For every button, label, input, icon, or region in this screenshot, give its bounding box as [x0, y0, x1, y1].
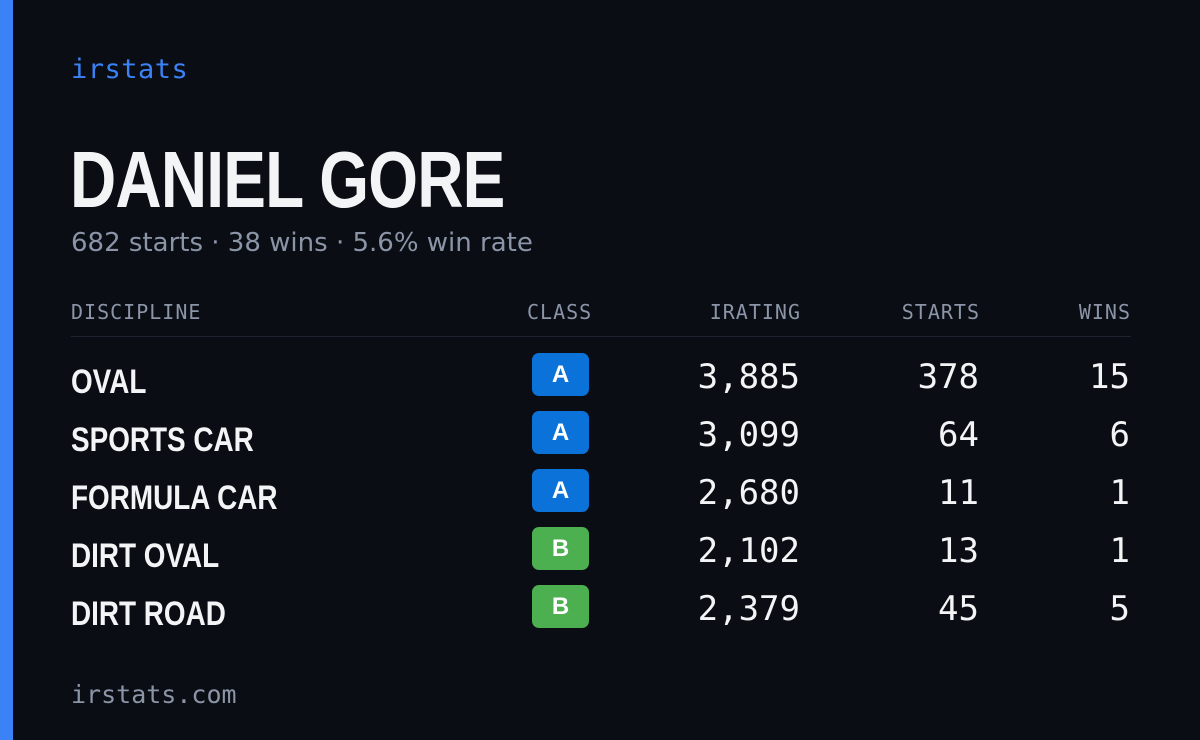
- table-row: DIRT ROAD B 2,379 45 5: [71, 585, 1131, 643]
- wins-cell: 1: [1109, 473, 1130, 513]
- starts-summary: 682 starts: [71, 228, 203, 258]
- wins-cell: 5: [1109, 589, 1130, 629]
- stats-table: DISCIPLINE CLASS IRATING STARTS WINS OVA…: [71, 296, 1131, 633]
- table-row: DIRT OVAL B 2,102 13 1: [71, 527, 1131, 585]
- class-badge: A: [532, 353, 589, 396]
- starts-cell: 45: [938, 589, 979, 629]
- wins-cell: 15: [1089, 357, 1130, 397]
- header-starts: STARTS: [901, 300, 980, 324]
- irating-cell: 2,379: [697, 589, 800, 629]
- header-class: CLASS: [527, 300, 593, 324]
- irating-cell: 2,680: [697, 473, 800, 513]
- driver-summary: 682 starts · 38 wins · 5.6% win rate: [71, 228, 533, 258]
- starts-cell: 378: [917, 357, 979, 397]
- wins-cell: 6: [1109, 415, 1130, 455]
- driver-name: DANIEL GORE: [70, 135, 505, 224]
- separator: ·: [211, 228, 220, 258]
- starts-cell: 13: [938, 531, 979, 571]
- discipline-cell: DIRT OVAL: [71, 537, 220, 575]
- accent-bar: [0, 0, 13, 740]
- discipline-cell: SPORTS CAR: [71, 421, 254, 459]
- table-body: OVAL A 3,885 378 15 SPORTS CAR A 3,099 6…: [71, 353, 1131, 643]
- class-badge: B: [532, 527, 589, 570]
- class-badge: A: [532, 411, 589, 454]
- starts-cell: 11: [938, 473, 979, 513]
- header-discipline: DISCIPLINE: [71, 300, 202, 324]
- header-irating: IRATING: [709, 300, 801, 324]
- discipline-cell: DIRT ROAD: [71, 595, 226, 633]
- starts-cell: 64: [938, 415, 979, 455]
- table-header: DISCIPLINE CLASS IRATING STARTS WINS: [71, 296, 1131, 337]
- irating-cell: 3,885: [697, 357, 800, 397]
- table-row: SPORTS CAR A 3,099 64 6: [71, 411, 1131, 469]
- brand-logo: irstats: [71, 54, 189, 85]
- class-badge: B: [532, 585, 589, 628]
- header-wins: WINS: [1078, 300, 1131, 324]
- footer-url: irstats.com: [71, 680, 237, 709]
- wins-summary: 38 wins: [227, 228, 328, 258]
- win-rate-summary: 5.6% win rate: [352, 228, 533, 258]
- table-row: FORMULA CAR A 2,680 11 1: [71, 469, 1131, 527]
- discipline-cell: OVAL: [71, 363, 147, 401]
- irating-cell: 2,102: [697, 531, 800, 571]
- table-row: OVAL A 3,885 378 15: [71, 353, 1131, 411]
- irating-cell: 3,099: [697, 415, 800, 455]
- wins-cell: 1: [1109, 531, 1130, 571]
- separator: ·: [335, 228, 345, 258]
- class-badge: A: [532, 469, 589, 512]
- discipline-cell: FORMULA CAR: [71, 479, 278, 517]
